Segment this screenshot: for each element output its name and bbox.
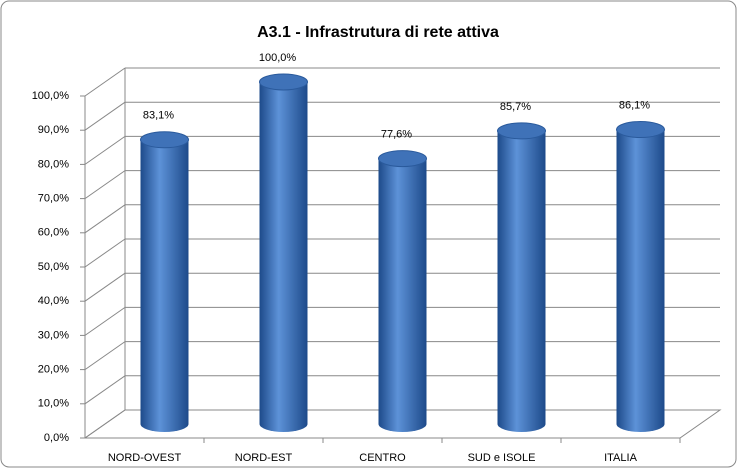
y-tick-label: 0,0% <box>44 432 69 444</box>
value-label: 100,0% <box>259 52 297 64</box>
value-label: 83,1% <box>143 110 174 122</box>
bar-top <box>616 121 665 139</box>
x-tick-label: NORD-OVEST <box>108 452 182 464</box>
y-tick-label: 90,0% <box>38 124 69 136</box>
bar-top <box>259 73 308 91</box>
y-tick-label: 10,0% <box>38 398 69 410</box>
x-tick-label: SUD e ISOLE <box>468 452 536 464</box>
value-label: 77,6% <box>381 129 412 141</box>
bar-top <box>378 150 427 168</box>
x-tick-label: NORD-EST <box>235 452 293 464</box>
grid-line-side <box>84 238 126 268</box>
x-tick-label: CENTRO <box>359 452 406 464</box>
y-tick-label: 40,0% <box>38 295 69 307</box>
y-tick-label: 60,0% <box>38 227 69 239</box>
grid-line-side <box>84 101 126 131</box>
bar <box>497 130 546 432</box>
bar <box>259 82 308 432</box>
y-tick-label: 80,0% <box>38 158 69 170</box>
grid-line-side <box>84 170 126 200</box>
bar-top <box>497 122 546 140</box>
grid-line-side <box>84 341 126 371</box>
grid-line-side <box>84 409 126 439</box>
y-tick-label: 100,0% <box>32 90 70 102</box>
bar <box>140 139 189 432</box>
grid-line-side <box>84 204 126 234</box>
bar <box>378 158 427 432</box>
y-tick-label: 20,0% <box>38 364 69 376</box>
grid-line-side <box>84 272 126 302</box>
value-label: 86,1% <box>619 99 650 111</box>
bar-top <box>140 131 189 149</box>
chart-title: A3.1 - Infrastrutura di rete attiva <box>257 24 499 41</box>
value-label: 85,7% <box>500 101 531 113</box>
y-tick-label: 30,0% <box>38 329 69 341</box>
x-tick-label: ITALIA <box>604 452 637 464</box>
y-tick-label: 70,0% <box>38 193 69 205</box>
y-tick-label: 50,0% <box>38 261 69 273</box>
bar <box>616 129 665 432</box>
grid-line-side <box>84 306 126 336</box>
grid-line-side <box>84 135 126 165</box>
grid-line-side <box>84 67 126 97</box>
grid-line-side <box>84 375 126 405</box>
